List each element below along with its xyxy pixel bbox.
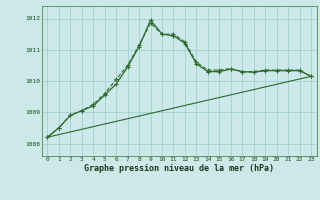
X-axis label: Graphe pression niveau de la mer (hPa): Graphe pression niveau de la mer (hPa) <box>84 164 274 173</box>
